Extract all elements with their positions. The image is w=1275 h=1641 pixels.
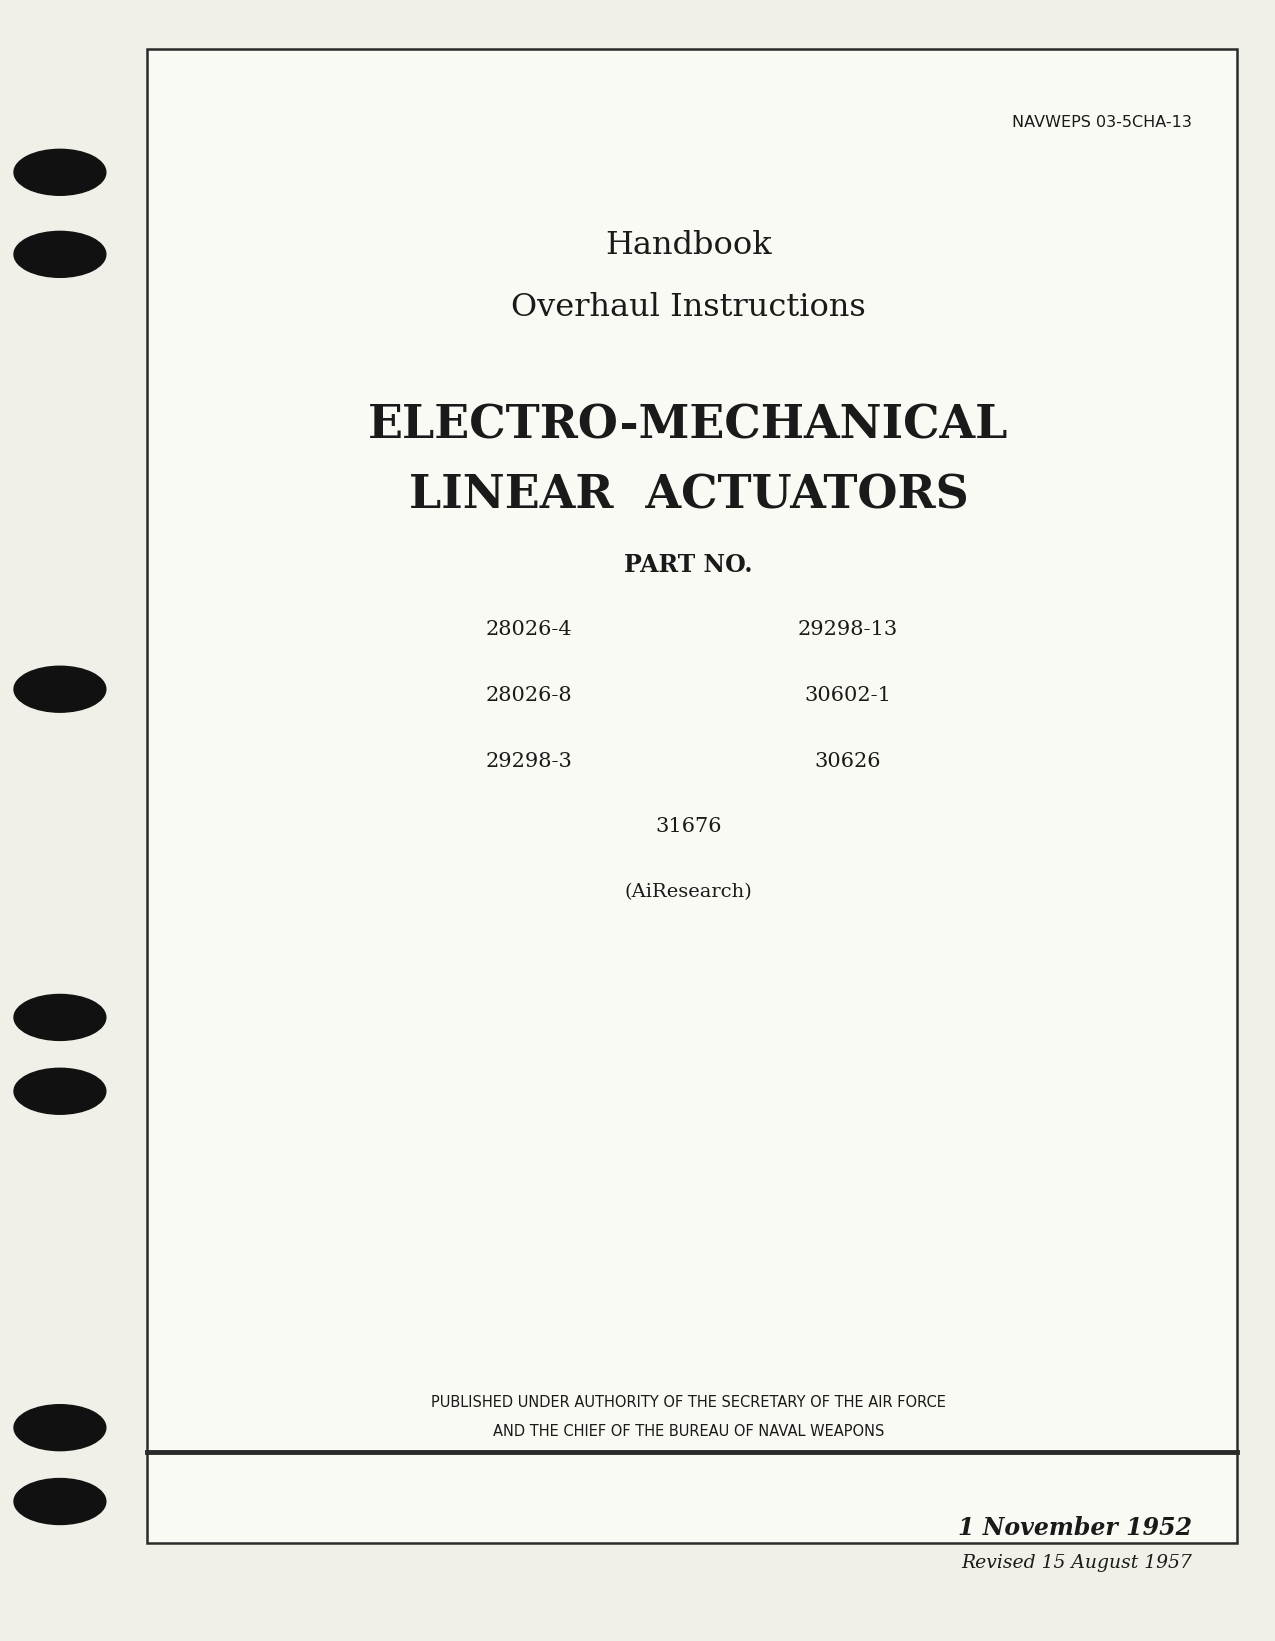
Text: 29298-13: 29298-13: [798, 620, 898, 640]
Ellipse shape: [14, 1405, 106, 1451]
Text: Overhaul Instructions: Overhaul Instructions: [511, 292, 866, 323]
Ellipse shape: [14, 1479, 106, 1524]
Ellipse shape: [14, 231, 106, 277]
Ellipse shape: [14, 994, 106, 1040]
Text: NAVWEPS 03-5CHA-13: NAVWEPS 03-5CHA-13: [1012, 115, 1192, 130]
Text: (AiResearch): (AiResearch): [625, 883, 752, 901]
Ellipse shape: [14, 149, 106, 195]
Text: 28026-4: 28026-4: [486, 620, 572, 640]
Text: 28026-8: 28026-8: [486, 686, 572, 706]
Text: Revised 15 August 1957: Revised 15 August 1957: [961, 1554, 1192, 1572]
Ellipse shape: [14, 666, 106, 712]
Text: LINEAR  ACTUATORS: LINEAR ACTUATORS: [408, 473, 969, 519]
Text: AND THE CHIEF OF THE BUREAU OF NAVAL WEAPONS: AND THE CHIEF OF THE BUREAU OF NAVAL WEA…: [493, 1424, 884, 1439]
Text: Handbook: Handbook: [606, 230, 771, 261]
Text: PUBLISHED UNDER AUTHORITY OF THE SECRETARY OF THE AIR FORCE: PUBLISHED UNDER AUTHORITY OF THE SECRETA…: [431, 1395, 946, 1410]
Text: 1 November 1952: 1 November 1952: [958, 1516, 1192, 1541]
Text: 30602-1: 30602-1: [805, 686, 891, 706]
Ellipse shape: [14, 1068, 106, 1114]
Text: 30626: 30626: [815, 752, 881, 771]
Text: 31676: 31676: [655, 817, 722, 837]
FancyBboxPatch shape: [147, 49, 1237, 1543]
Text: 29298-3: 29298-3: [486, 752, 572, 771]
Text: ELECTRO-MECHANICAL: ELECTRO-MECHANICAL: [368, 402, 1009, 448]
Text: PART NO.: PART NO.: [625, 553, 752, 578]
